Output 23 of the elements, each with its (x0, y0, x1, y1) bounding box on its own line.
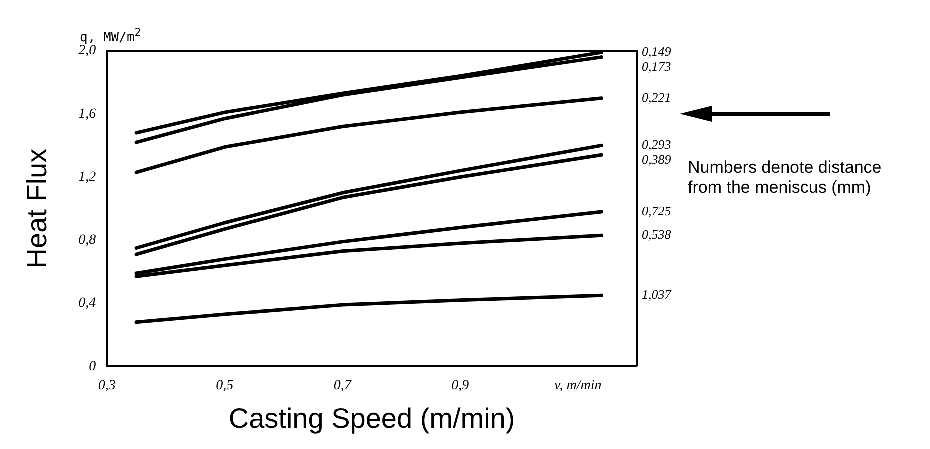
text: 0,725 (642, 203, 672, 218)
y-tick-label: 2,0 (78, 44, 96, 59)
text: 0,389 (642, 152, 672, 168)
text: 1,037 (642, 287, 672, 302)
y-tick-label: 1,2 (78, 170, 96, 185)
text: 0,221 (642, 90, 672, 105)
x-tick-label: 0,7 (334, 378, 352, 394)
text: 0,538 (642, 227, 672, 242)
x-tick-label: v, m/min (554, 378, 602, 394)
y-axis-title: Heat Flux (22, 148, 53, 269)
y-tick-label: 0,8 (78, 233, 96, 248)
x-tick-label: 0,9 (452, 378, 470, 394)
y-tick-label: 0,4 (78, 296, 96, 312)
x-tick-label: 0,5 (216, 378, 234, 394)
x-axis-title: Casting Speed (m/min) (228, 402, 516, 434)
text: 0,149 (642, 44, 672, 59)
text: q, MW/m$^{2}$ (80, 26, 142, 46)
text: 0,293 (642, 137, 672, 152)
y-tick-label: 0 (89, 359, 96, 374)
x-tick-label: 0,3 (98, 378, 116, 394)
text: 0,173 (642, 59, 672, 74)
y-tick-label: 1,6 (78, 106, 96, 122)
text: Numbers denote distance from the meniscus (mm) (688, 158, 883, 198)
